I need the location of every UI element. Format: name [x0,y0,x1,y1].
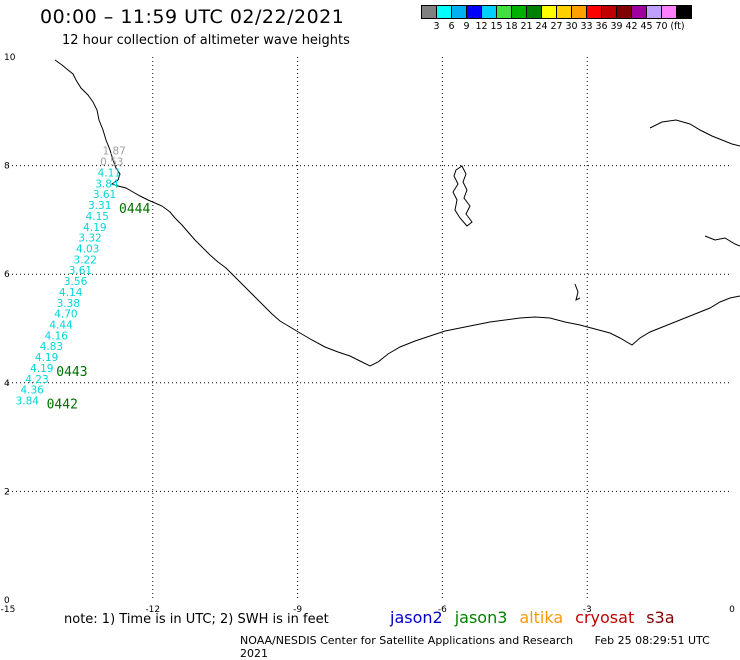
wave-observations: 3.844.364.234.194.194.834.164.444.703.38… [16,146,126,408]
legend-item-s3a: s3a [646,608,675,627]
color-scale-unit: (ft) [670,21,685,32]
coastline-mainland [54,59,740,367]
wave-height-value: 4.19 [35,352,58,364]
wave-height-color-scale: 3 6 9 12 15 18 21 24 27 30 33 36 39 42 45 70 (ft) [421,5,692,32]
color-scale-label: 39 [610,21,623,32]
y-tick-label: 10 [4,53,16,63]
x-tick-label: -12 [145,605,160,615]
wave-height-value: 4.23 [25,374,48,386]
wave-height-value: 3.84 [95,178,119,190]
coastline-islet [574,283,581,301]
wave-height-value: 3.22 [74,254,97,266]
wave-height-value: 4.03 [76,243,99,255]
pass-time-label: 0443 [56,365,87,380]
wave-height-value: 4.19 [30,363,53,375]
wave-height-value: 4.83 [40,341,63,353]
wave-height-value: 1.87 [102,146,125,158]
color-scale-label: 15 [490,21,503,32]
color-scale-label: 3 [433,21,440,32]
pass-time-label: 0444 [119,202,150,217]
wave-height-value: 3.32 [78,233,101,245]
color-scale-label: 70 [655,21,668,32]
legend-item-jason2: jason2 [390,608,443,627]
wave-height-value: 4.11 [98,167,121,179]
note-text: note: 1) Time is in UTC; 2) SWH is in fe… [64,612,329,627]
color-scale-label: 12 [475,21,488,32]
x-tick-label: -6 [438,605,447,615]
wave-height-value: 3.61 [69,265,92,277]
x-tick-label: -9 [293,605,302,615]
legend-item-cryosat: cryosat [575,608,635,627]
wave-height-value: 3.61 [93,189,116,201]
footer: NOAA/NESDIS Center for Satellite Applica… [240,634,740,660]
coastline [54,59,740,367]
color-scale-labels: 3 6 9 12 15 18 21 24 27 30 33 36 39 42 45 70 (ft) [421,21,691,32]
legend-item-altika: altika [519,608,564,627]
color-scale-label: 24 [535,21,548,32]
wave-height-value: 4.19 [83,222,106,234]
coastline-northeast [649,119,740,247]
wave-height-value: 4.15 [86,211,109,223]
y-tick-label: 0 [4,596,10,606]
color-scale-label: 9 [463,21,470,32]
wave-height-value: 4.16 [45,330,69,342]
wave-height-value: 4.70 [54,309,77,321]
wave-height-value: 4.14 [59,287,83,299]
wave-height-value: 4.36 [20,385,44,397]
y-tick-label: 4 [4,379,10,389]
x-tick-label: -15 [1,605,16,615]
wave-height-value: 4.44 [49,320,73,332]
color-scale-box [676,5,692,19]
color-scale-label: 33 [580,21,593,32]
wave-height-value: 0.53 [100,157,123,169]
color-scale-label: 45 [640,21,653,32]
y-tick-label: 6 [4,270,10,280]
color-scale-label: 21 [520,21,533,32]
y-tick-label: 2 [4,487,10,497]
x-tick-label: 0 [729,605,735,615]
wave-height-value: 3.56 [64,276,88,288]
y-tick-label: 8 [4,162,10,172]
color-scale-label: 36 [595,21,608,32]
wave-height-value: 3.38 [57,298,80,310]
color-scale-label: 30 [565,21,578,32]
color-scale-label: 27 [550,21,563,32]
page-subtitle: 12 hour collection of altimeter wave hei… [62,33,350,48]
color-scale-label: 42 [625,21,638,32]
color-scale-boxes [421,5,692,19]
coastline-peninsula [452,165,473,227]
color-scale-label: 6 [448,21,455,32]
map-grid: -15 -12 -9 -6 -3 0 0 2 4 6 8 10 [1,53,735,615]
satellite-legend: jason2 jason3 altika cryosat s3a [390,608,675,627]
x-tick-label: -3 [583,605,592,615]
wave-height-value: 3.31 [88,200,111,212]
page-title: 00:00 – 11:59 UTC 02/22/2021 [40,6,345,28]
pass-time-labels: 0444 0443 0442 [47,202,151,412]
wave-height-value: 3.84 [16,396,40,408]
footer-credit: NOAA/NESDIS Center for Satellite Applica… [240,634,574,647]
legend-item-jason3: jason3 [454,608,508,627]
color-scale-label: 18 [505,21,518,32]
pass-time-label: 0442 [47,398,78,413]
